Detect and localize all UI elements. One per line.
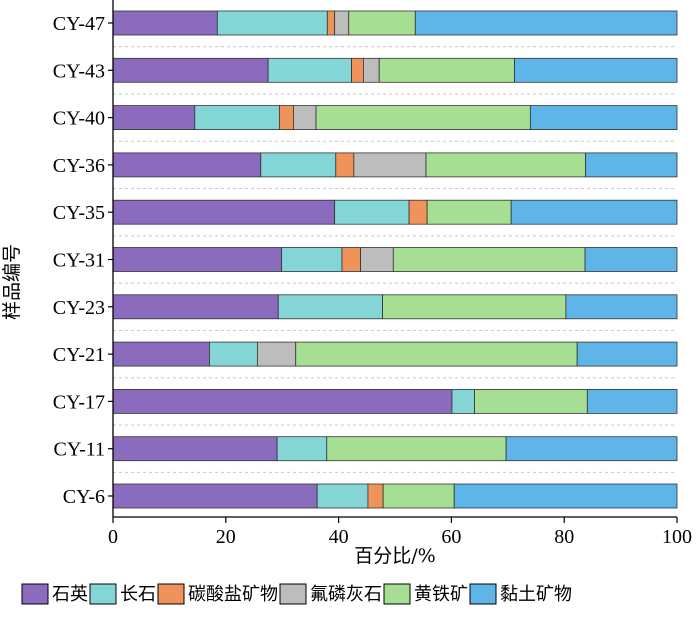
bar-segment bbox=[295, 341, 578, 367]
y-tick-label: CY-11 bbox=[54, 439, 105, 461]
bar-segment bbox=[505, 436, 678, 462]
x-tick-label: 80 bbox=[554, 526, 574, 548]
bar-segment bbox=[451, 388, 475, 414]
bar-segment bbox=[335, 152, 355, 178]
bar-segment bbox=[363, 57, 380, 83]
bar-segment bbox=[260, 152, 337, 178]
y-tick-label: CY-17 bbox=[53, 391, 105, 413]
bar-segment bbox=[112, 152, 262, 178]
legend-label: 长石 bbox=[120, 584, 156, 605]
y-tick-label: CY-47 bbox=[53, 13, 105, 35]
bar-segment bbox=[360, 247, 394, 272]
grid-lines bbox=[113, 46, 677, 473]
bar-segment bbox=[392, 247, 586, 272]
legend-swatch bbox=[469, 583, 497, 605]
bar-segment bbox=[378, 57, 515, 83]
legend-label: 石英 bbox=[52, 584, 88, 605]
bar-segment bbox=[316, 483, 369, 509]
bar-segment bbox=[348, 10, 416, 36]
bar-segment bbox=[326, 10, 336, 36]
y-tick-label: CY-35 bbox=[53, 202, 105, 224]
bar-segment bbox=[112, 388, 453, 414]
bar-segment bbox=[453, 483, 678, 509]
legend-swatch bbox=[21, 583, 49, 605]
y-tick-label: CY-36 bbox=[53, 155, 105, 177]
x-tick-label: 40 bbox=[329, 526, 349, 548]
bar-segment bbox=[256, 341, 297, 367]
y-tick-label: CY-43 bbox=[53, 60, 105, 82]
x-tick-label: 60 bbox=[441, 526, 461, 548]
bar-segment bbox=[276, 436, 328, 462]
bar-segment bbox=[315, 105, 531, 130]
y-axis-title: 样品编号 bbox=[1, 244, 23, 320]
x-tick-label: 100 bbox=[662, 526, 692, 548]
x-axis-title: 百分比/% bbox=[354, 545, 435, 567]
bar-segment bbox=[112, 436, 278, 462]
bar-segment bbox=[586, 388, 678, 414]
legend-label: 黄铁矿 bbox=[414, 584, 468, 605]
bar-segment bbox=[514, 57, 678, 83]
bar-segment bbox=[353, 152, 427, 178]
bar-segment bbox=[351, 57, 364, 83]
axes: CY-47 CY-43 CY-40 CY-36 CY-35 CY-31 CY-23 CY-21… bbox=[53, 0, 692, 548]
bar-segment bbox=[112, 199, 336, 225]
bars bbox=[112, 10, 678, 509]
x-tick-label: 0 bbox=[108, 526, 118, 548]
bar-segment bbox=[112, 294, 279, 320]
bar-segment bbox=[112, 105, 196, 130]
bar-segment bbox=[326, 436, 507, 462]
bar-segment bbox=[341, 247, 361, 272]
bar-segment bbox=[584, 247, 678, 272]
bar-segment bbox=[414, 10, 678, 36]
bar-segment bbox=[112, 247, 283, 272]
bar-segment bbox=[334, 10, 350, 36]
bar-segment bbox=[576, 341, 678, 367]
bar-segment bbox=[585, 152, 678, 178]
legend-label: 黏土矿物 bbox=[500, 584, 572, 605]
legend-swatch bbox=[279, 583, 307, 605]
bar-segment bbox=[277, 294, 383, 320]
bar-segment bbox=[426, 199, 512, 225]
bar-segment bbox=[281, 247, 343, 272]
bar-segment bbox=[293, 105, 317, 130]
legend-swatch bbox=[383, 583, 411, 605]
bar-segment bbox=[209, 341, 258, 367]
legend: 石英 长石 碳酸盐矿物 氟磷灰石 黄铁矿 黏土矿物 bbox=[21, 583, 572, 605]
bar-segment bbox=[382, 294, 567, 320]
bar-segment bbox=[565, 294, 678, 320]
bar-segment bbox=[382, 483, 455, 509]
bar-segment bbox=[474, 388, 588, 414]
x-tick-label: 20 bbox=[216, 526, 236, 548]
y-tick-label: CY-6 bbox=[63, 486, 105, 508]
legend-label: 氟磷灰石 bbox=[310, 584, 382, 605]
legend-label: 碳酸盐矿物 bbox=[188, 584, 278, 605]
bar-segment bbox=[112, 57, 269, 83]
legend-swatch bbox=[89, 583, 117, 605]
bar-segment bbox=[408, 199, 428, 225]
bar-segment bbox=[216, 10, 328, 36]
bar-segment bbox=[112, 10, 218, 36]
y-tick-label: CY-23 bbox=[53, 297, 105, 319]
bar-segment bbox=[112, 483, 318, 509]
bar-segment bbox=[278, 105, 294, 130]
legend-swatch bbox=[157, 583, 185, 605]
y-tick-label: CY-21 bbox=[53, 344, 105, 366]
y-tick-label: CY-40 bbox=[53, 108, 105, 130]
bar-segment bbox=[112, 341, 210, 367]
bar-segment bbox=[267, 57, 352, 83]
bar-segment bbox=[367, 483, 384, 509]
bar-segment bbox=[529, 105, 678, 130]
bar-segment bbox=[194, 105, 280, 130]
bar-segment bbox=[425, 152, 587, 178]
bar-segment bbox=[334, 199, 410, 225]
y-tick-label: CY-31 bbox=[53, 250, 105, 272]
bar-segment bbox=[510, 199, 678, 225]
